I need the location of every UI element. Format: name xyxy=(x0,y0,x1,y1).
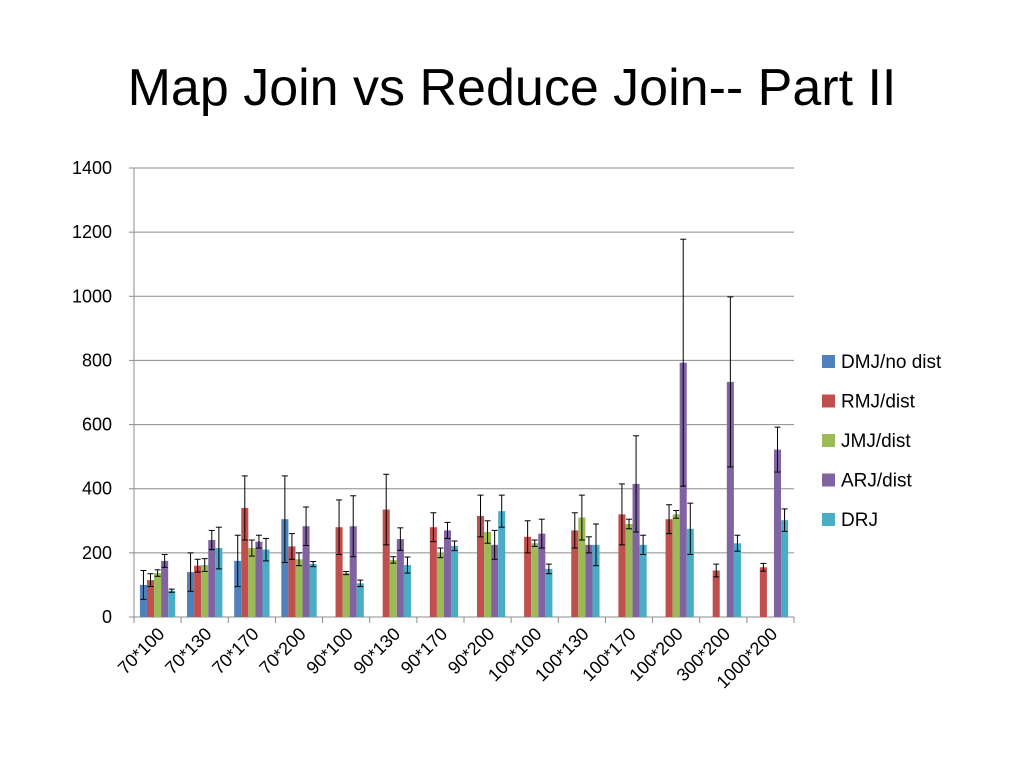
bar xyxy=(733,543,741,617)
legend-swatch xyxy=(822,355,835,368)
bar xyxy=(356,583,364,617)
y-tick-label: 600 xyxy=(82,415,112,435)
bar xyxy=(679,362,687,617)
bar xyxy=(389,559,397,617)
bar xyxy=(309,564,317,617)
bar xyxy=(545,568,553,617)
bar xyxy=(625,523,633,617)
y-tick-label: 0 xyxy=(102,607,112,627)
bar xyxy=(168,590,176,617)
bar xyxy=(686,528,694,617)
legend-swatch xyxy=(822,513,835,526)
bar xyxy=(208,540,216,617)
bar xyxy=(335,527,343,617)
bar xyxy=(592,544,600,617)
x-tick-label: 70*170 xyxy=(208,624,262,678)
bar xyxy=(146,580,155,617)
bar xyxy=(241,507,249,617)
bar xyxy=(281,519,289,617)
slide-title: Map Join vs Reduce Join-- Part II xyxy=(127,59,897,117)
bar xyxy=(773,449,782,617)
legend-swatch xyxy=(822,394,835,408)
bar xyxy=(538,533,546,617)
bar xyxy=(342,573,350,617)
bar xyxy=(491,544,499,617)
bar xyxy=(396,539,404,617)
bar xyxy=(571,530,579,617)
bar xyxy=(194,565,202,617)
bar xyxy=(262,549,270,617)
bar xyxy=(215,548,223,617)
bar xyxy=(726,381,734,617)
bar xyxy=(201,565,209,617)
bar xyxy=(302,526,310,617)
x-tick-label: 70*130 xyxy=(161,624,215,678)
legend-label: RMJ/dist xyxy=(841,392,916,413)
y-tick-label: 200 xyxy=(82,543,112,563)
bar xyxy=(187,572,195,617)
bar xyxy=(759,567,767,617)
bar xyxy=(451,545,459,617)
bar xyxy=(665,519,673,617)
y-tick-label: 1000 xyxy=(72,286,112,306)
bar xyxy=(781,520,789,617)
x-tick-label: 90*100 xyxy=(302,624,356,678)
bar xyxy=(484,532,492,617)
x-tick-label: 70*200 xyxy=(255,624,309,678)
x-tick-label: 70*100 xyxy=(114,624,168,678)
bar xyxy=(578,517,586,617)
legend-label: DRJ xyxy=(841,510,878,531)
bar xyxy=(429,527,437,617)
legend-swatch xyxy=(822,434,835,447)
y-tick-label: 400 xyxy=(82,479,112,499)
bar xyxy=(255,541,263,617)
bar xyxy=(639,544,647,617)
legend-label: JMJ/dist xyxy=(841,431,911,452)
y-tick-label: 1200 xyxy=(72,222,112,242)
bar xyxy=(712,570,720,617)
bar xyxy=(234,560,242,617)
y-tick-label: 1400 xyxy=(72,158,112,178)
bar xyxy=(436,552,444,617)
bar xyxy=(154,573,162,617)
bar xyxy=(139,584,147,617)
y-tick-label: 800 xyxy=(82,350,112,370)
x-tick-label: 90*130 xyxy=(350,624,404,678)
bar xyxy=(248,548,256,617)
bar xyxy=(403,565,411,617)
bar xyxy=(585,544,593,617)
bar xyxy=(524,536,532,617)
bar xyxy=(288,546,296,617)
bar xyxy=(531,543,539,617)
legend-label: DMJ/no dist xyxy=(841,352,942,373)
bar xyxy=(382,509,390,617)
bar xyxy=(498,511,506,617)
legend-label: ARJ/dist xyxy=(841,471,912,492)
bar xyxy=(295,559,303,617)
bar xyxy=(349,526,357,617)
x-tick-label: 90*170 xyxy=(397,624,451,678)
bar xyxy=(476,515,485,617)
bar xyxy=(632,483,640,617)
bar xyxy=(161,560,169,617)
bar xyxy=(672,514,680,617)
legend-swatch xyxy=(822,473,835,487)
bar xyxy=(443,530,452,617)
bar xyxy=(618,514,626,617)
